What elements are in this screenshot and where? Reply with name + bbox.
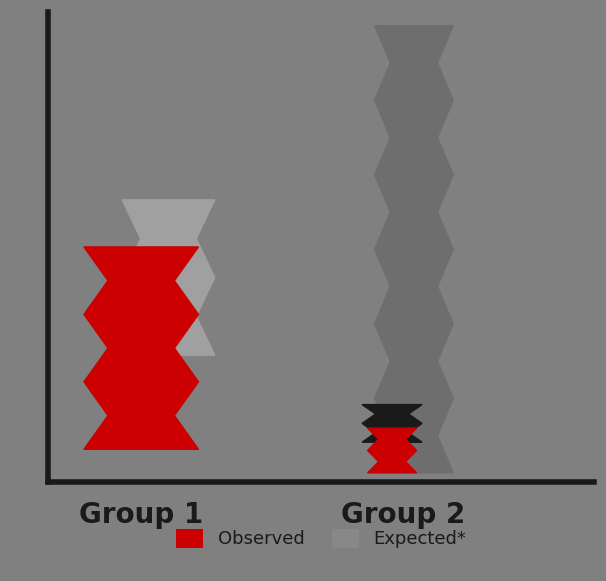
- Polygon shape: [375, 26, 453, 473]
- Polygon shape: [367, 428, 417, 473]
- Polygon shape: [122, 200, 215, 355]
- Polygon shape: [362, 404, 422, 442]
- Text: Group 1: Group 1: [79, 501, 203, 529]
- Text: Group 2: Group 2: [341, 501, 465, 529]
- Polygon shape: [84, 247, 199, 449]
- Legend: Observed, Expected*: Observed, Expected*: [176, 529, 466, 548]
